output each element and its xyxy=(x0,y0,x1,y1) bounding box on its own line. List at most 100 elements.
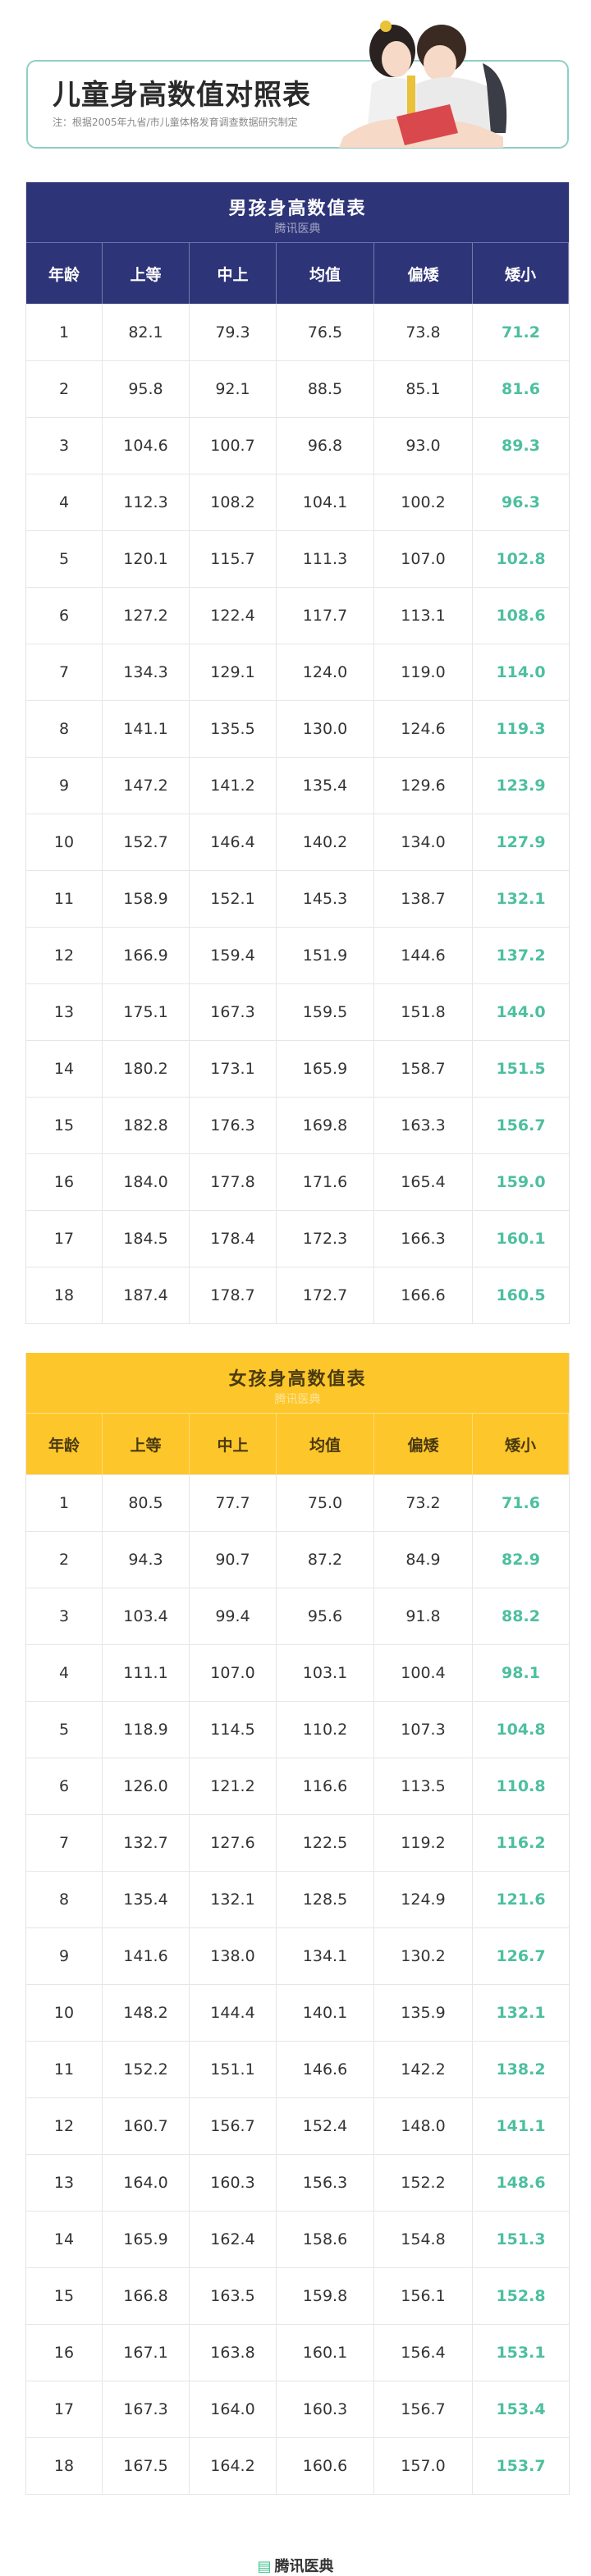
data-source-note: 注：根据2005年九省/市儿童体格发育调查数据研究制定 xyxy=(53,117,298,128)
height-cell: 95.6 xyxy=(277,1588,374,1644)
age-cell: 4 xyxy=(26,1645,103,1701)
height-cell: 76.5 xyxy=(277,305,374,360)
height-cell: 84.9 xyxy=(374,1532,473,1588)
table-row: 8 141.1 135.5 130.0 124.6 119.3 xyxy=(26,701,569,758)
footer-brand: ▤ 腾讯医典 xyxy=(0,2555,591,2576)
table-row: 3 103.4 99.4 95.6 91.8 88.2 xyxy=(26,1588,569,1645)
girls-height-table: 女孩身高数值表 腾讯医典 年龄 上等 中上 均值 偏矮 矮小 1 80.5 77.7 75.0 73… xyxy=(25,1353,570,2495)
age-cell: 2 xyxy=(26,1532,103,1588)
height-cell: 108.2 xyxy=(190,474,277,530)
height-cell: 146.6 xyxy=(277,2042,374,2097)
height-cell: 178.7 xyxy=(190,1267,277,1323)
height-cell: 158.9 xyxy=(103,871,190,927)
age-cell: 11 xyxy=(26,871,103,927)
height-cell: 119.3 xyxy=(496,720,546,738)
watermark-logo: 腾讯医典 xyxy=(274,1393,321,1406)
height-cell: 115.7 xyxy=(190,531,277,587)
boys-table-header: 男孩身高数值表 腾讯医典 xyxy=(26,182,569,243)
height-cell: 92.1 xyxy=(190,361,277,417)
height-cell: 99.4 xyxy=(190,1588,277,1644)
age-cell: 15 xyxy=(26,2268,103,2324)
height-cell: 156.4 xyxy=(374,2325,473,2381)
height-cell: 108.6 xyxy=(496,607,546,625)
height-cell: 148.6 xyxy=(496,2174,546,2192)
table-row: 6 127.2 122.4 117.7 113.1 108.6 xyxy=(26,588,569,644)
height-cell: 148.0 xyxy=(374,2098,473,2154)
height-cell: 160.7 xyxy=(103,2098,190,2154)
height-cell: 130.0 xyxy=(277,701,374,757)
column-header-row: 年龄 上等 中上 均值 偏矮 矮小 xyxy=(26,243,569,305)
height-cell: 184.0 xyxy=(103,1154,190,1210)
height-cell: 162.4 xyxy=(190,2212,277,2267)
height-cell: 111.3 xyxy=(277,531,374,587)
table-row: 17 167.3 164.0 160.3 156.7 153.4 xyxy=(26,2381,569,2438)
height-cell: 152.7 xyxy=(103,814,190,870)
age-cell: 13 xyxy=(26,2155,103,2211)
age-cell: 13 xyxy=(26,984,103,1040)
table-row: 12 166.9 159.4 151.9 144.6 137.2 xyxy=(26,928,569,984)
age-cell: 4 xyxy=(26,474,103,530)
height-cell: 135.9 xyxy=(374,1985,473,2041)
tencent-medical-logo-icon: ▤ xyxy=(257,2558,272,2575)
height-cell: 118.9 xyxy=(103,1702,190,1758)
age-cell: 18 xyxy=(26,1267,103,1323)
column-header: 中上 xyxy=(190,1414,277,1474)
height-cell: 122.5 xyxy=(277,1815,374,1871)
age-cell: 9 xyxy=(26,1928,103,1984)
table-row: 18 167.5 164.2 160.6 157.0 153.7 xyxy=(26,2438,569,2495)
height-cell: 141.2 xyxy=(190,758,277,814)
age-cell: 5 xyxy=(26,1702,103,1758)
age-cell: 8 xyxy=(26,1872,103,1927)
height-cell: 135.5 xyxy=(190,701,277,757)
age-cell: 7 xyxy=(26,1815,103,1871)
table-row: 5 120.1 115.7 111.3 107.0 102.8 xyxy=(26,531,569,588)
height-cell: 132.7 xyxy=(103,1815,190,1871)
height-cell: 177.8 xyxy=(190,1154,277,1210)
age-cell: 12 xyxy=(26,928,103,983)
table-row: 1 80.5 77.7 75.0 73.2 71.6 xyxy=(26,1475,569,1532)
height-cell: 160.1 xyxy=(277,2325,374,2381)
height-cell: 71.6 xyxy=(502,1494,540,1512)
height-cell: 167.3 xyxy=(190,984,277,1040)
height-cell: 122.4 xyxy=(190,588,277,644)
height-cell: 151.1 xyxy=(190,2042,277,2097)
height-cell: 156.7 xyxy=(190,2098,277,2154)
height-cell: 102.8 xyxy=(496,550,546,568)
height-cell: 116.2 xyxy=(496,1834,546,1852)
column-header: 均值 xyxy=(277,243,374,304)
height-cell: 114.5 xyxy=(190,1702,277,1758)
height-cell: 104.8 xyxy=(496,1721,546,1739)
height-cell: 127.2 xyxy=(103,588,190,644)
height-cell: 121.2 xyxy=(190,1758,277,1814)
column-header: 年龄 xyxy=(26,1414,103,1474)
age-cell: 7 xyxy=(26,644,103,700)
height-cell: 141.1 xyxy=(103,701,190,757)
height-cell: 144.6 xyxy=(374,928,473,983)
height-cell: 103.1 xyxy=(277,1645,374,1701)
age-cell: 3 xyxy=(26,418,103,474)
height-cell: 152.2 xyxy=(103,2042,190,2097)
column-header: 中上 xyxy=(190,243,277,304)
height-cell: 90.7 xyxy=(190,1532,277,1588)
table-row: 14 165.9 162.4 158.6 154.8 151.3 xyxy=(26,2212,569,2268)
height-cell: 178.4 xyxy=(190,1211,277,1267)
height-cell: 160.3 xyxy=(190,2155,277,2211)
height-cell: 151.5 xyxy=(496,1060,546,1078)
height-cell: 107.3 xyxy=(374,1702,473,1758)
height-cell: 166.8 xyxy=(103,2268,190,2324)
height-cell: 82.1 xyxy=(103,305,190,360)
height-cell: 151.9 xyxy=(277,928,374,983)
height-cell: 175.1 xyxy=(103,984,190,1040)
table-row: 13 164.0 160.3 156.3 152.2 148.6 xyxy=(26,2155,569,2212)
table-row: 11 152.2 151.1 146.6 142.2 138.2 xyxy=(26,2042,569,2098)
height-cell: 171.6 xyxy=(277,1154,374,1210)
height-cell: 153.1 xyxy=(496,2344,546,2362)
boys-table-title: 男孩身高数值表 xyxy=(228,199,367,219)
height-cell: 100.2 xyxy=(374,474,473,530)
height-cell: 96.3 xyxy=(502,493,540,511)
height-cell: 165.9 xyxy=(103,2212,190,2267)
height-cell: 167.5 xyxy=(103,2438,190,2494)
age-cell: 6 xyxy=(26,588,103,644)
height-cell: 91.8 xyxy=(374,1588,473,1644)
age-cell: 12 xyxy=(26,2098,103,2154)
